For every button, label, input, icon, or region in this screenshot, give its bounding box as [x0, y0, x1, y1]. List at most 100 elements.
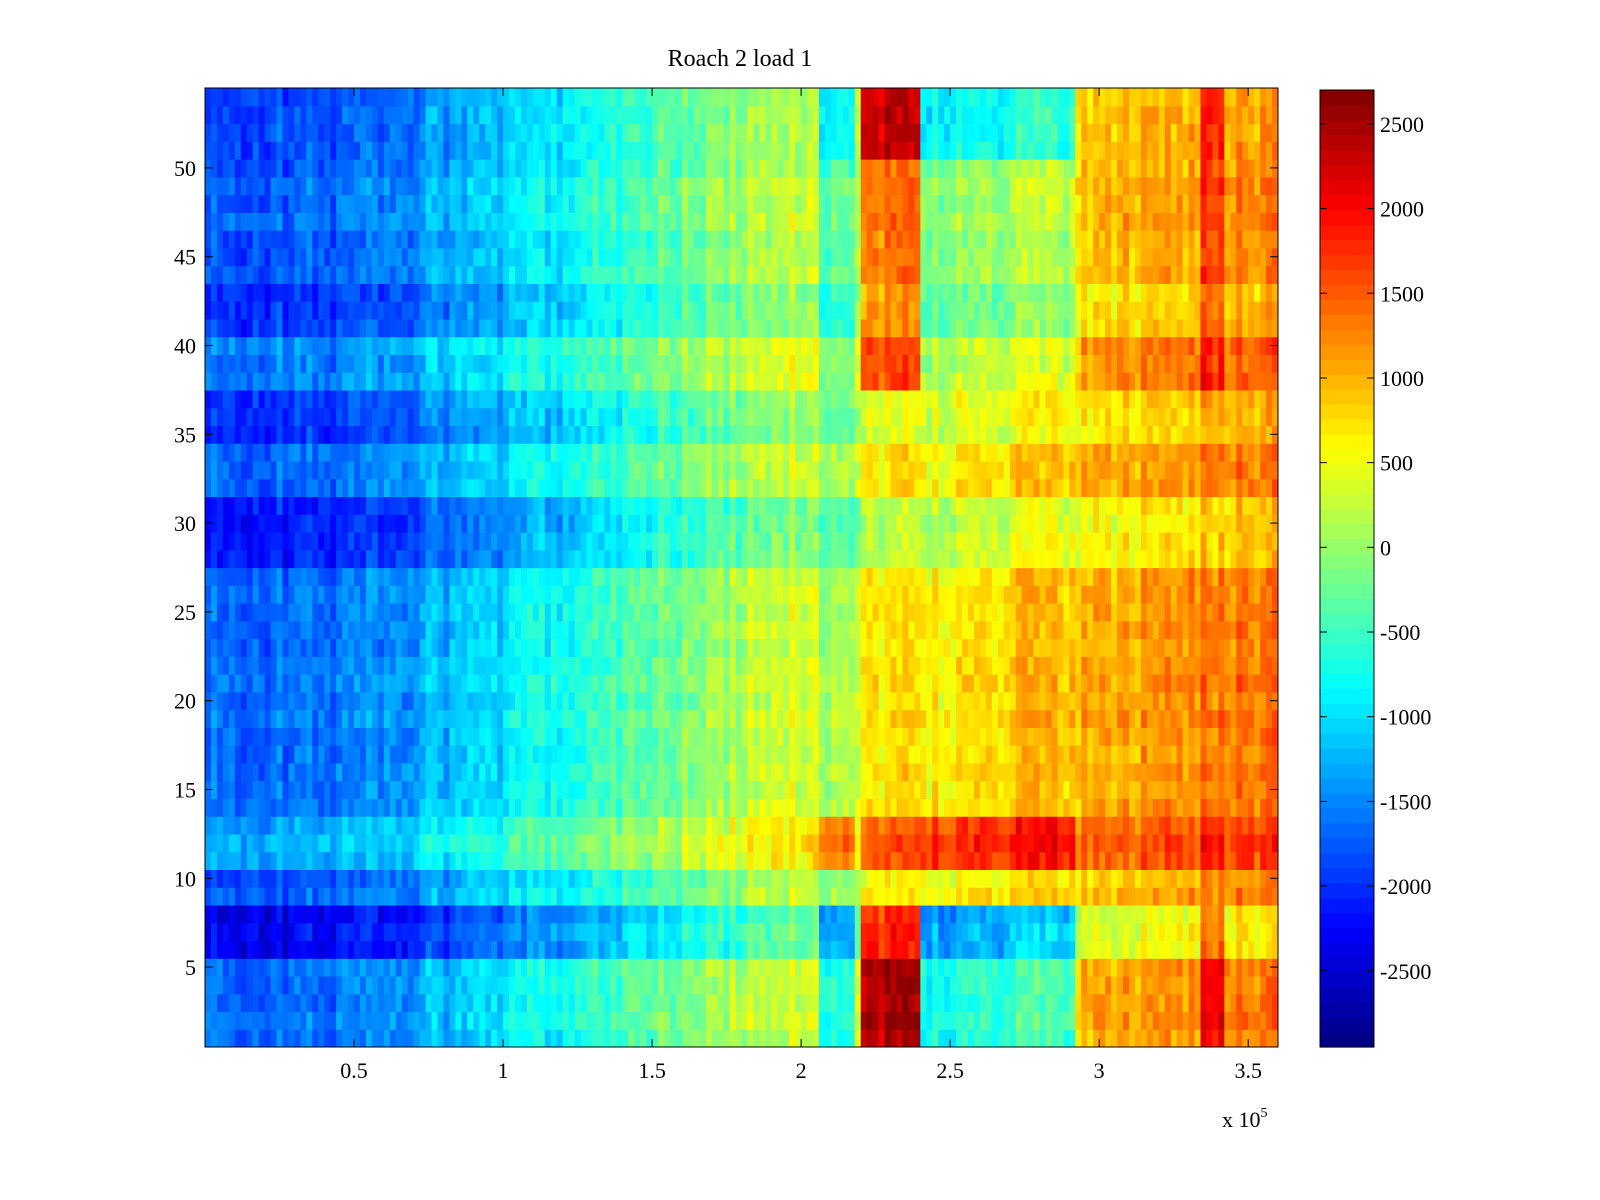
- heatmap-cell: [878, 869, 886, 888]
- heatmap-cell: [818, 745, 826, 764]
- heatmap-cell: [872, 816, 880, 835]
- heatmap-cell: [1123, 922, 1130, 942]
- heatmap-cell: [664, 727, 671, 746]
- heatmap-cell: [687, 709, 695, 728]
- heatmap-cell: [1212, 762, 1219, 782]
- heatmap-cell: [669, 993, 677, 1013]
- heatmap-cell: [801, 833, 808, 853]
- heatmap-cell: [270, 1011, 278, 1030]
- heatmap-cell: [902, 922, 910, 942]
- heatmap-cell: [592, 549, 600, 569]
- heatmap-cell: [556, 709, 564, 728]
- heatmap-cell: [324, 727, 331, 746]
- heatmap-cell: [1069, 603, 1076, 622]
- heatmap-cell: [652, 1011, 659, 1030]
- heatmap-cell: [419, 603, 427, 622]
- heatmap-cell: [693, 851, 701, 871]
- heatmap-cell: [944, 549, 951, 569]
- heatmap-cell: [842, 745, 850, 764]
- heatmap-cell: [1117, 798, 1124, 817]
- heatmap-cell: [658, 869, 665, 888]
- heatmap-cell: [747, 674, 755, 693]
- heatmap-cell: [556, 851, 564, 871]
- heatmap-cell: [866, 869, 874, 888]
- heatmap-cell: [449, 958, 456, 977]
- heatmap-cell: [1170, 798, 1178, 817]
- heatmap-cell: [359, 1029, 367, 1047]
- heatmap-cell: [276, 940, 284, 959]
- heatmap-cell: [997, 816, 1005, 835]
- heatmap-cell: [866, 585, 874, 604]
- heatmap-cell: [556, 975, 564, 995]
- heatmap-cell: [288, 940, 296, 959]
- heatmap-cell: [252, 1029, 260, 1047]
- heatmap-cell: [854, 780, 862, 799]
- heatmap-cell: [771, 638, 778, 657]
- heatmap-cell: [813, 709, 820, 728]
- heatmap-cell: [759, 940, 766, 959]
- heatmap-cell: [604, 833, 611, 853]
- heatmap-cell: [342, 940, 349, 959]
- heatmap-cell: [956, 656, 963, 675]
- heatmap-cell: [604, 762, 611, 782]
- heatmap-cell: [1009, 975, 1017, 995]
- heatmap-cell: [216, 958, 224, 977]
- heatmap-cell: [1182, 603, 1190, 622]
- heatmap-cell: [664, 1029, 671, 1047]
- heatmap-cell: [509, 940, 516, 959]
- heatmap-cell: [1128, 567, 1136, 586]
- heatmap-cell: [1170, 975, 1178, 995]
- heatmap-cell: [1057, 975, 1064, 995]
- heatmap-cell: [1266, 958, 1273, 977]
- heatmap-cell: [1063, 887, 1070, 906]
- heatmap-cell: [896, 1011, 904, 1030]
- heatmap-cell: [276, 762, 284, 782]
- heatmap-cell: [1021, 620, 1029, 640]
- heatmap-cell: [252, 816, 260, 835]
- heatmap-cell: [664, 851, 671, 871]
- heatmap-cell: [473, 993, 480, 1013]
- heatmap-cell: [675, 780, 683, 799]
- heatmap-cell: [1134, 745, 1142, 764]
- heatmap-cell: [449, 887, 456, 906]
- heatmap-cell: [461, 958, 468, 977]
- heatmap-cell: [1027, 833, 1035, 853]
- heatmap-cell: [723, 656, 731, 675]
- heatmap-cell: [556, 922, 564, 942]
- heatmap-cell: [306, 745, 313, 764]
- heatmap-cell: [413, 620, 421, 640]
- heatmap-cell: [1003, 709, 1011, 728]
- heatmap-cell: [473, 922, 480, 942]
- heatmap-cell: [604, 922, 611, 942]
- heatmap-cell: [401, 745, 409, 764]
- heatmap-cell: [783, 993, 790, 1013]
- heatmap-cell: [622, 674, 629, 693]
- heatmap-cell: [1212, 1029, 1219, 1047]
- heatmap-cell: [1134, 567, 1142, 586]
- heatmap-cell: [210, 851, 218, 871]
- heatmap-cell: [675, 549, 683, 569]
- heatmap-cell: [1164, 727, 1172, 746]
- heatmap-cell: [944, 1029, 951, 1047]
- heatmap-cell: [1134, 869, 1142, 888]
- heatmap-cell: [1254, 585, 1261, 604]
- heatmap-cell: [759, 904, 766, 924]
- heatmap-cell: [1039, 674, 1047, 693]
- heatmap-cell: [586, 798, 594, 817]
- heatmap-cell: [1093, 709, 1100, 728]
- heatmap-cell: [1134, 940, 1142, 959]
- heatmap-cell: [1164, 869, 1172, 888]
- heatmap-cell: [300, 851, 307, 871]
- heatmap-cell: [264, 691, 272, 711]
- heatmap-cell: [413, 922, 421, 942]
- heatmap-cell: [896, 940, 904, 959]
- heatmap-cell: [1134, 656, 1142, 675]
- heatmap-cell: [1021, 816, 1029, 835]
- heatmap-cell: [336, 922, 343, 942]
- heatmap-cell: [389, 887, 397, 906]
- heatmap-cell: [359, 638, 367, 657]
- heatmap-cell: [383, 656, 391, 675]
- heatmap-cell: [1170, 691, 1178, 711]
- heatmap-cell: [461, 993, 468, 1013]
- heatmap-cell: [532, 816, 540, 835]
